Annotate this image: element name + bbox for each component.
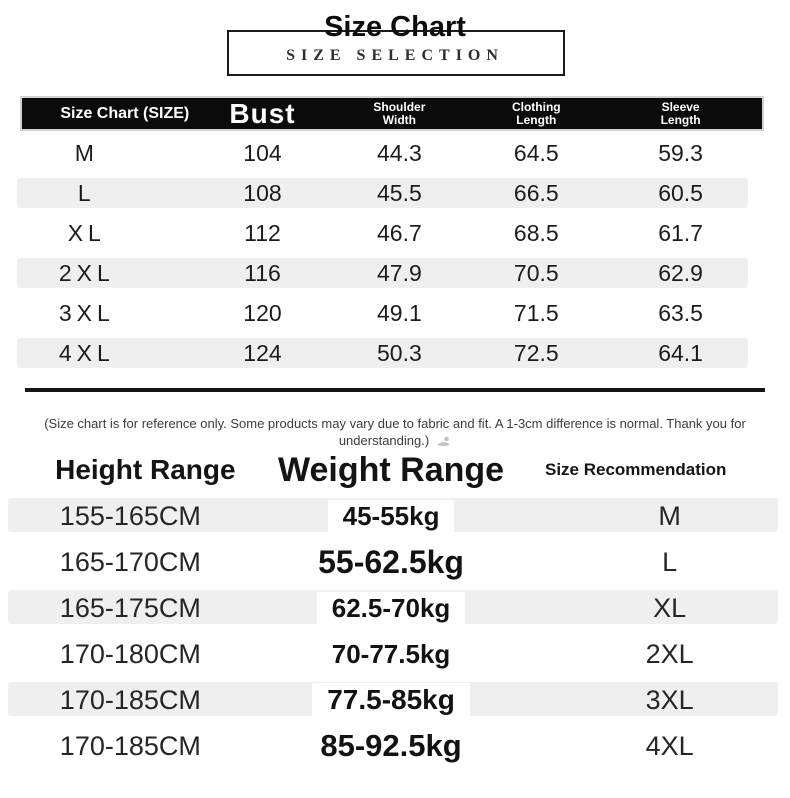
table-row: 170-185CM 77.5-85kg 3XL [0, 677, 790, 723]
height-range-cell: 165-175CM [59, 592, 201, 623]
size-recommendation-cell: 3XL [645, 684, 694, 715]
section-divider [25, 388, 765, 392]
bust-cell: 112 [244, 219, 281, 246]
size-table-body: M 104 44.3 64.5 59.3 L 108 45.5 66.5 60.… [17, 133, 762, 373]
table-row: 165-175CM 62.5-70kg XL [0, 585, 790, 631]
height-range-cell: 170-185CM [59, 730, 201, 761]
clothing-length-cell: 66.5 [513, 179, 559, 206]
size-column-header: Size Chart (SIZE) [60, 104, 190, 122]
sleeve-length-cell: 62.9 [658, 259, 703, 286]
sleeve-length-cell: 61.7 [658, 219, 703, 246]
weight-range-cell: 45-55kg [261, 499, 522, 533]
clothing-length-cell: 72.5 [513, 339, 559, 366]
weight-range-cell: 85-92.5kg [261, 727, 522, 765]
clothing-length-cell: 64.5 [513, 139, 559, 166]
table-row: L 108 45.5 66.5 60.5 [17, 173, 762, 213]
height-range-cell: 170-180CM [59, 638, 201, 669]
clothing-length-column-header: Clothing Length [511, 99, 561, 127]
height-range-cell: 170-185CM [59, 684, 201, 715]
bust-cell: 108 [243, 179, 282, 206]
weight-range-cell: 55-62.5kg [261, 542, 522, 582]
size-recommendation-cell: 2XL [645, 638, 694, 669]
size-recommendation-cell: M [658, 500, 681, 531]
bust-cell: 116 [244, 259, 281, 286]
height-range-column-header: Height Range [55, 454, 236, 485]
sleeve-length-cell: 64.1 [658, 339, 703, 366]
bust-cell: 104 [243, 139, 282, 166]
fit-table-body: 155-165CM 45-55kg M 165-170CM 55-62.5kg … [0, 493, 790, 769]
size-recommendation-cell: L [662, 546, 678, 577]
weight-range-cell: 62.5-70kg [261, 591, 522, 625]
clothing-length-cell: 68.5 [513, 219, 559, 246]
size-recommendation-cell: XL [653, 592, 687, 623]
shoulder-width-cell: 45.5 [377, 179, 422, 206]
weight-range-column-header: Weight Range [278, 450, 505, 489]
fit-table-header: Height Range Weight Range Size Recommend… [0, 447, 790, 493]
bow-emoji-icon [436, 434, 451, 451]
bust-cell: 124 [243, 339, 282, 366]
shoulder-width-cell: 47.9 [377, 259, 422, 286]
disclaimer-note: (Size chart is for reference only. Some … [0, 415, 790, 451]
size-table-header: Size Chart (SIZE) Bust Shoulder Width Cl… [22, 98, 762, 129]
table-row: 4XL 124 50.3 72.5 64.1 [17, 333, 762, 373]
bust-column-header: Bust [229, 97, 296, 129]
height-range-cell: 155-165CM [59, 500, 201, 531]
shoulder-width-cell: 50.3 [377, 339, 422, 366]
size-cell: XL [67, 219, 106, 246]
sleeve-length-cell: 63.5 [658, 299, 703, 326]
clothing-length-cell: 71.5 [513, 299, 559, 326]
shoulder-width-cell: 49.1 [377, 299, 422, 326]
page-subtitle: SIZE SELECTION [286, 47, 504, 64]
table-row: 3XL 120 49.1 71.5 63.5 [22, 293, 762, 333]
weight-range-cell: 77.5-85kg [261, 683, 522, 717]
table-row: M 104 44.3 64.5 59.3 [22, 133, 762, 173]
table-row: 170-180CM 70-77.5kg 2XL [0, 631, 790, 677]
height-range-cell: 165-170CM [59, 546, 201, 577]
size-cell: 2XL [58, 259, 115, 286]
shoulder-width-column-header: Shoulder Width [373, 99, 426, 127]
size-cell: 3XL [58, 299, 115, 326]
sleeve-length-cell: 59.3 [658, 139, 703, 166]
page-title: Size Chart [324, 11, 466, 43]
size-recommendation-column-header: Size Recommendation [544, 460, 727, 479]
size-cell: M [74, 139, 99, 166]
shoulder-width-cell: 44.3 [377, 139, 422, 166]
table-row: XL 112 46.7 68.5 61.7 [22, 213, 762, 253]
table-row: 155-165CM 45-55kg M [0, 493, 790, 539]
weight-range-cell: 70-77.5kg [261, 637, 522, 671]
title-box [227, 30, 565, 76]
bust-cell: 120 [243, 299, 282, 326]
shoulder-width-cell: 46.7 [377, 219, 422, 246]
size-cell: 4XL [58, 339, 115, 366]
table-row: 170-185CM 85-92.5kg 4XL [0, 723, 790, 769]
table-row: 2XL 116 47.9 70.5 62.9 [17, 253, 762, 293]
size-recommendation-cell: 4XL [645, 730, 694, 761]
sleeve-length-cell: 60.5 [658, 179, 703, 206]
clothing-length-cell: 70.5 [513, 259, 559, 286]
disclaimer-text: (Size chart is for reference only. Some … [44, 416, 746, 448]
sleeve-length-column-header: Sleeve Length [660, 99, 701, 127]
size-cell: L [77, 179, 96, 206]
table-row: 165-170CM 55-62.5kg L [0, 539, 790, 585]
